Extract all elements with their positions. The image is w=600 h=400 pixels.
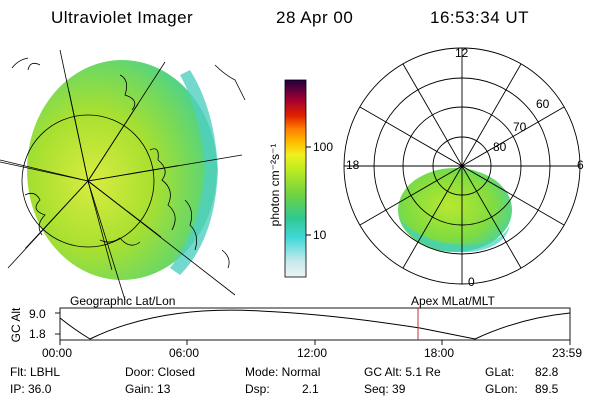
mlat-label-60: 60 xyxy=(536,97,550,111)
altitude-plot xyxy=(55,307,571,345)
time-tick-1200: 12:00 xyxy=(297,346,328,360)
altitude-ylabel: GC Alt xyxy=(9,307,23,343)
colorbar-unit-label: photon cm⁻²s⁻¹ xyxy=(268,143,282,227)
time-tick-2359: 23:59 xyxy=(552,346,583,360)
mlat-label-80: 80 xyxy=(493,140,507,154)
status-glat-label: GLat: xyxy=(485,365,515,379)
status-dsp-value: 2.1 xyxy=(302,382,319,396)
geographic-label: Geographic Lat/Lon xyxy=(70,294,176,308)
polar-plot xyxy=(343,47,581,285)
mlat-label-70: 70 xyxy=(513,120,527,134)
emission-edge-right xyxy=(400,220,510,253)
status-ip: IP: 36.0 xyxy=(10,382,52,396)
altitude-ticks xyxy=(55,312,571,345)
mlt-label-12: 12 xyxy=(455,46,469,60)
auroral-emission-right xyxy=(398,168,512,252)
instrument-title: Ultraviolet Imager xyxy=(51,8,194,27)
status-glat-value: 82.8 xyxy=(535,365,559,379)
time-tick-0000: 00:00 xyxy=(42,346,73,360)
altitude-curve xyxy=(59,309,571,340)
colorbar xyxy=(284,79,307,278)
mlt-label-0: 0 xyxy=(468,275,475,289)
emission-edge xyxy=(170,70,218,275)
geographic-image xyxy=(0,49,246,301)
altitude-ytick-bottom: 1.8 xyxy=(29,327,46,341)
status-dsp-label: Dsp: xyxy=(245,382,270,396)
status-mode: Mode: Normal xyxy=(245,365,321,379)
status-gc-alt: GC Alt: 5.1 Re xyxy=(364,365,441,379)
image-time: 16:53:34 UT xyxy=(430,8,530,27)
status-filter: Flt: LBHL xyxy=(10,365,61,379)
time-tick-1800: 18:00 xyxy=(424,346,455,360)
polar-grid xyxy=(343,47,581,285)
altitude-frame xyxy=(59,307,571,341)
auroral-emission-left xyxy=(27,60,217,280)
status-glon-label: GLon: xyxy=(485,382,518,396)
colorbar-label-100: 100 xyxy=(313,140,334,154)
mlt-label-6: 6 xyxy=(577,158,584,172)
colorbar-label-10: 10 xyxy=(313,228,327,242)
mlt-label-18: 18 xyxy=(346,158,360,172)
apex-label: Apex MLat/MLT xyxy=(411,294,495,308)
status-glon-value: 89.5 xyxy=(535,382,559,396)
time-tick-0600: 06:00 xyxy=(169,346,200,360)
status-seq: Seq: 39 xyxy=(364,382,406,396)
altitude-ytick-top: 9.0 xyxy=(29,307,46,321)
status-door: Door: Closed xyxy=(125,365,196,379)
status-gain: Gain: 13 xyxy=(125,382,171,396)
image-date: 28 Apr 00 xyxy=(276,8,354,27)
